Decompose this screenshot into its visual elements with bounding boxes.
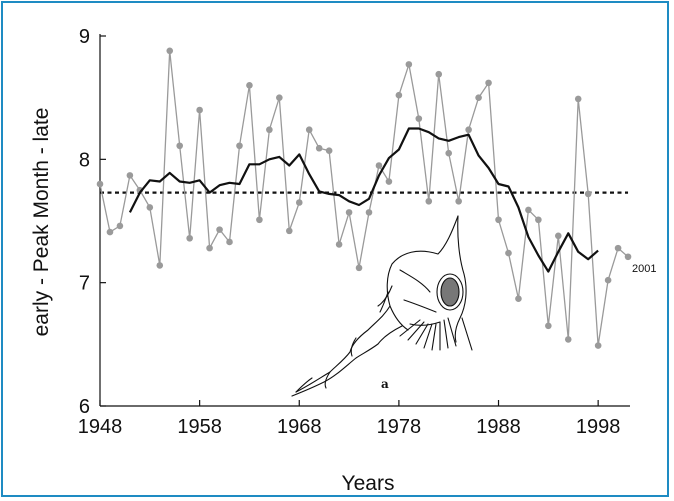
annual-peak-month-point — [415, 115, 423, 122]
annual-peak-month-point — [345, 209, 353, 216]
annual-peak-month-point — [266, 126, 273, 134]
annual-peak-month-point — [554, 232, 562, 240]
annual-peak-month-point — [276, 94, 283, 101]
annual-peak-month-point — [485, 79, 492, 87]
x-tick-label: 1948 — [78, 416, 123, 438]
annual-peak-month-point — [335, 241, 343, 248]
annual-peak-month-point — [545, 322, 552, 330]
annual-peak-month-point — [365, 209, 373, 216]
copepod-illustration — [291, 215, 473, 397]
x-tick-label: 1988 — [476, 416, 521, 438]
annual-peak-month-point — [525, 206, 532, 214]
y-tick-label: 8 — [79, 149, 90, 171]
annual-peak-month-point — [256, 216, 263, 224]
annual-peak-month-point — [495, 216, 502, 224]
annual-peak-month-point — [515, 295, 522, 303]
annual-peak-month-point — [405, 61, 413, 68]
annual-peak-month-point — [116, 222, 124, 230]
annual-peak-month-point — [295, 199, 303, 206]
annual-peak-month-point — [246, 82, 253, 89]
annual-peak-month-point — [375, 162, 383, 169]
annual-peak-month-point — [176, 142, 184, 150]
annual-peak-month-point — [305, 126, 313, 134]
annual-peak-month-point — [186, 234, 193, 242]
annual-peak-month-point — [146, 204, 154, 211]
x-tick-label: 1958 — [177, 416, 222, 438]
annual-peak-month-point — [584, 190, 592, 198]
annual-peak-month-point — [196, 106, 203, 114]
annual-peak-month-point — [206, 244, 213, 252]
x-axis-title: Years — [342, 472, 395, 495]
annual-peak-month-point — [325, 147, 333, 154]
annual-peak-month-point — [594, 342, 602, 349]
running-mean-line — [128, 127, 599, 273]
axes: 6 7 8 9 1948 1958 1968 1978 1988 1998 — [78, 26, 630, 438]
annual-peak-month-point — [236, 142, 243, 150]
figure-label: a — [381, 377, 389, 391]
annual-peak-month-point — [455, 197, 462, 205]
annual-peak-month-point — [535, 216, 542, 224]
annual-peak-month-point — [445, 149, 453, 157]
x-tick-label: 1978 — [377, 416, 422, 438]
annual-peak-month-point — [355, 264, 363, 272]
x-tick-label: 1968 — [277, 416, 322, 438]
annual-peak-month-point — [216, 226, 223, 233]
annual-peak-month-point — [624, 253, 632, 261]
annual-peak-month-point — [564, 336, 572, 343]
annual-peak-month-point — [614, 244, 622, 252]
annual-peak-month-point — [465, 126, 472, 134]
annual-peak-month-point — [385, 178, 393, 185]
y-tick-label: 7 — [79, 273, 90, 295]
annual-peak-month-point — [226, 238, 233, 246]
annual-peak-month-point — [574, 95, 582, 103]
y-axis-title: early - Peak Month - late — [30, 108, 53, 337]
annual-peak-month-point — [395, 91, 403, 99]
annual-peak-month-point — [285, 227, 293, 235]
annual-peak-month-point — [315, 144, 323, 152]
series-layer — [96, 47, 632, 349]
series-end-label: 2001 — [632, 263, 656, 275]
annual-peak-month-point — [96, 180, 104, 188]
annual-peak-month-point — [156, 262, 164, 269]
y-tick-label: 9 — [79, 26, 90, 48]
y-tick-label: 6 — [79, 396, 90, 418]
annual-peak-month-point — [435, 70, 443, 78]
annual-peak-month-point — [425, 197, 433, 205]
annual-peak-month-point — [106, 228, 114, 236]
annual-peak-month-point — [166, 47, 174, 55]
x-tick-label: 1998 — [576, 416, 621, 438]
annual-peak-month-point — [475, 94, 482, 101]
annual-peak-month-line — [99, 50, 629, 346]
annual-peak-month-point — [126, 172, 134, 179]
annual-peak-month-point — [604, 276, 612, 284]
annual-peak-month-point — [505, 249, 512, 257]
